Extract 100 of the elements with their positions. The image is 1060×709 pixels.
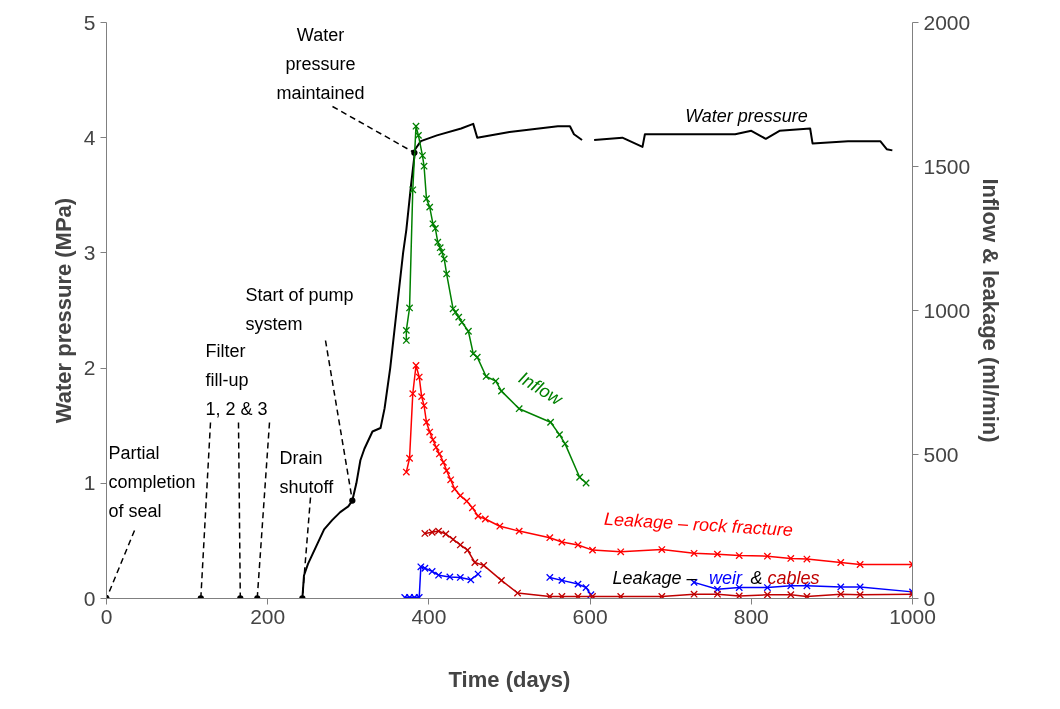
y2-tick-label: 1500 <box>923 154 971 178</box>
point <box>545 573 554 582</box>
point <box>449 535 457 544</box>
y-tick-label: 1 <box>83 471 96 495</box>
point <box>471 558 479 567</box>
point <box>442 270 451 278</box>
point <box>439 458 448 467</box>
point <box>616 548 625 556</box>
point <box>555 430 564 439</box>
point <box>456 573 465 582</box>
series-label: weir <box>709 567 744 588</box>
point <box>405 304 414 312</box>
point <box>450 485 459 493</box>
point <box>836 558 845 567</box>
point <box>425 203 434 211</box>
point <box>735 583 744 592</box>
point <box>414 131 423 140</box>
point <box>574 580 582 588</box>
y2-tick-label: 2000 <box>923 10 971 34</box>
point <box>412 361 420 370</box>
point <box>658 592 666 599</box>
point <box>402 326 411 335</box>
point <box>435 450 444 458</box>
point <box>469 349 478 358</box>
point <box>856 560 864 569</box>
point <box>422 194 431 203</box>
point <box>482 372 490 381</box>
x-tick-label: 800 <box>733 604 769 628</box>
annotation: Start of pump system <box>245 284 354 334</box>
point <box>425 428 434 436</box>
y2-tick-label: 1000 <box>923 298 971 322</box>
point <box>763 590 772 599</box>
point <box>658 545 666 554</box>
y2-axis-title: Inflow & leakage (ml/min) <box>978 178 1004 443</box>
point <box>434 571 443 579</box>
point <box>786 554 795 563</box>
point <box>545 592 554 599</box>
point <box>558 592 566 599</box>
point <box>479 561 488 570</box>
point <box>690 590 698 599</box>
x-tick-label: 400 <box>411 604 447 628</box>
x-tick-label: 0 <box>100 604 113 628</box>
point <box>763 552 772 560</box>
point <box>449 304 457 313</box>
point <box>575 473 584 482</box>
point <box>451 308 460 317</box>
point <box>473 353 482 361</box>
point <box>462 497 471 505</box>
point <box>491 377 500 385</box>
point <box>420 162 428 171</box>
point <box>433 238 442 247</box>
point <box>429 435 437 444</box>
point <box>546 418 555 427</box>
point <box>422 418 431 427</box>
point <box>417 392 426 401</box>
series-label: cables <box>767 567 820 588</box>
x-axis-title: Time (days) <box>448 666 571 692</box>
point <box>468 503 477 512</box>
point <box>402 468 411 476</box>
series-label: Water pressure <box>685 105 808 126</box>
series-label: Leakage – rock fracture <box>603 508 794 541</box>
y-tick-label: 5 <box>83 10 96 34</box>
y-tick-label: 0 <box>83 586 96 610</box>
point <box>836 590 845 599</box>
x-tick-label: 600 <box>572 604 608 628</box>
point <box>429 219 437 228</box>
point <box>497 387 506 395</box>
point <box>558 576 566 585</box>
y2-tick-label: 500 <box>923 442 959 466</box>
point <box>446 476 455 484</box>
point <box>431 224 440 233</box>
annotation: & <box>750 567 763 588</box>
point <box>440 255 449 263</box>
point <box>616 592 625 599</box>
point <box>458 318 466 327</box>
annotation: Filter fill-up 1, 2 & 3 <box>205 340 268 419</box>
point <box>405 454 414 463</box>
y2-tick-label: 0 <box>923 586 936 610</box>
point <box>456 491 465 500</box>
point <box>513 589 522 597</box>
point <box>836 583 845 591</box>
point <box>436 243 445 252</box>
y-tick-label: 2 <box>83 356 96 380</box>
annotation: Drain shutoff <box>279 447 335 497</box>
point <box>713 550 722 558</box>
y-tick-label: 3 <box>83 240 96 264</box>
annotation: Partial completion of seal <box>108 442 196 521</box>
x-tick-label: 200 <box>250 604 286 628</box>
point <box>412 122 420 131</box>
point <box>454 313 463 321</box>
point <box>582 583 590 592</box>
point <box>442 466 451 475</box>
point <box>418 151 427 160</box>
point <box>497 576 506 585</box>
point <box>456 541 465 549</box>
annotation: Water pressure maintained <box>276 24 365 103</box>
point <box>437 248 446 256</box>
point <box>588 546 597 554</box>
point <box>690 549 698 558</box>
point <box>420 401 428 410</box>
